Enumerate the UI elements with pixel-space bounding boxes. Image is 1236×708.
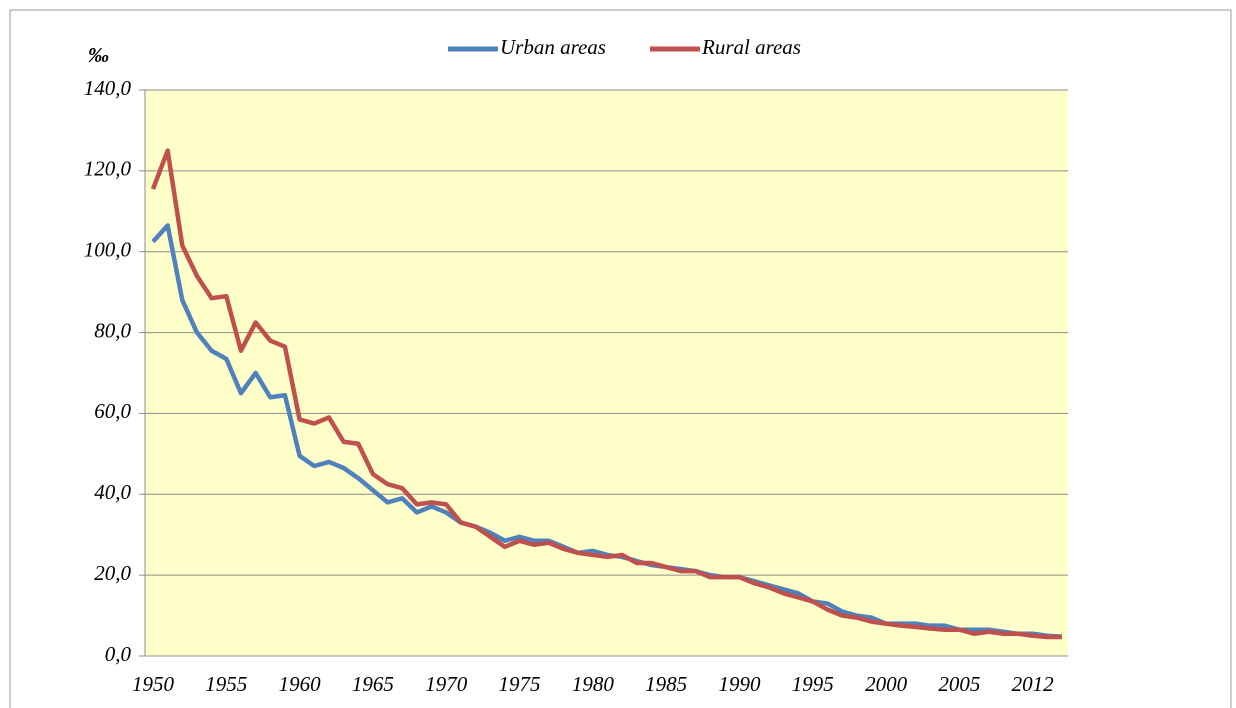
y-axis-label: ‰ — [88, 43, 109, 67]
x-tick-label: 1960 — [279, 672, 322, 696]
legend-label: Rural areas — [701, 35, 801, 59]
x-tick-label: 1950 — [132, 672, 175, 696]
x-tick-label: 1975 — [499, 672, 541, 696]
x-tick-label: 1990 — [718, 672, 761, 696]
x-tick-label: 2000 — [865, 672, 908, 696]
x-tick-label: 1955 — [205, 672, 247, 696]
x-tick-label: 1980 — [572, 672, 615, 696]
legend-label: Urban areas — [500, 35, 606, 59]
y-tick-label: 20,0 — [94, 561, 131, 585]
y-tick-label: 60,0 — [94, 399, 131, 423]
y-tick-label: 140,0 — [84, 76, 132, 100]
plot-area — [145, 90, 1068, 656]
line — [150, 148, 1062, 640]
x-tick-label: 1985 — [645, 672, 687, 696]
x-tick-label: 1970 — [425, 672, 468, 696]
y-tick-label: 120,0 — [84, 157, 132, 181]
y-tick-label: 0,0 — [105, 642, 132, 666]
y-tick-label: 80,0 — [94, 318, 131, 342]
y-tick-label: 40,0 — [94, 480, 131, 504]
x-tick-label: 2012 — [1012, 672, 1055, 696]
x-tick-label: 1965 — [352, 672, 394, 696]
x-tick-label: 1995 — [792, 672, 834, 696]
y-tick-label: 100,0 — [84, 238, 132, 262]
x-tick-label: 2005 — [938, 672, 980, 696]
